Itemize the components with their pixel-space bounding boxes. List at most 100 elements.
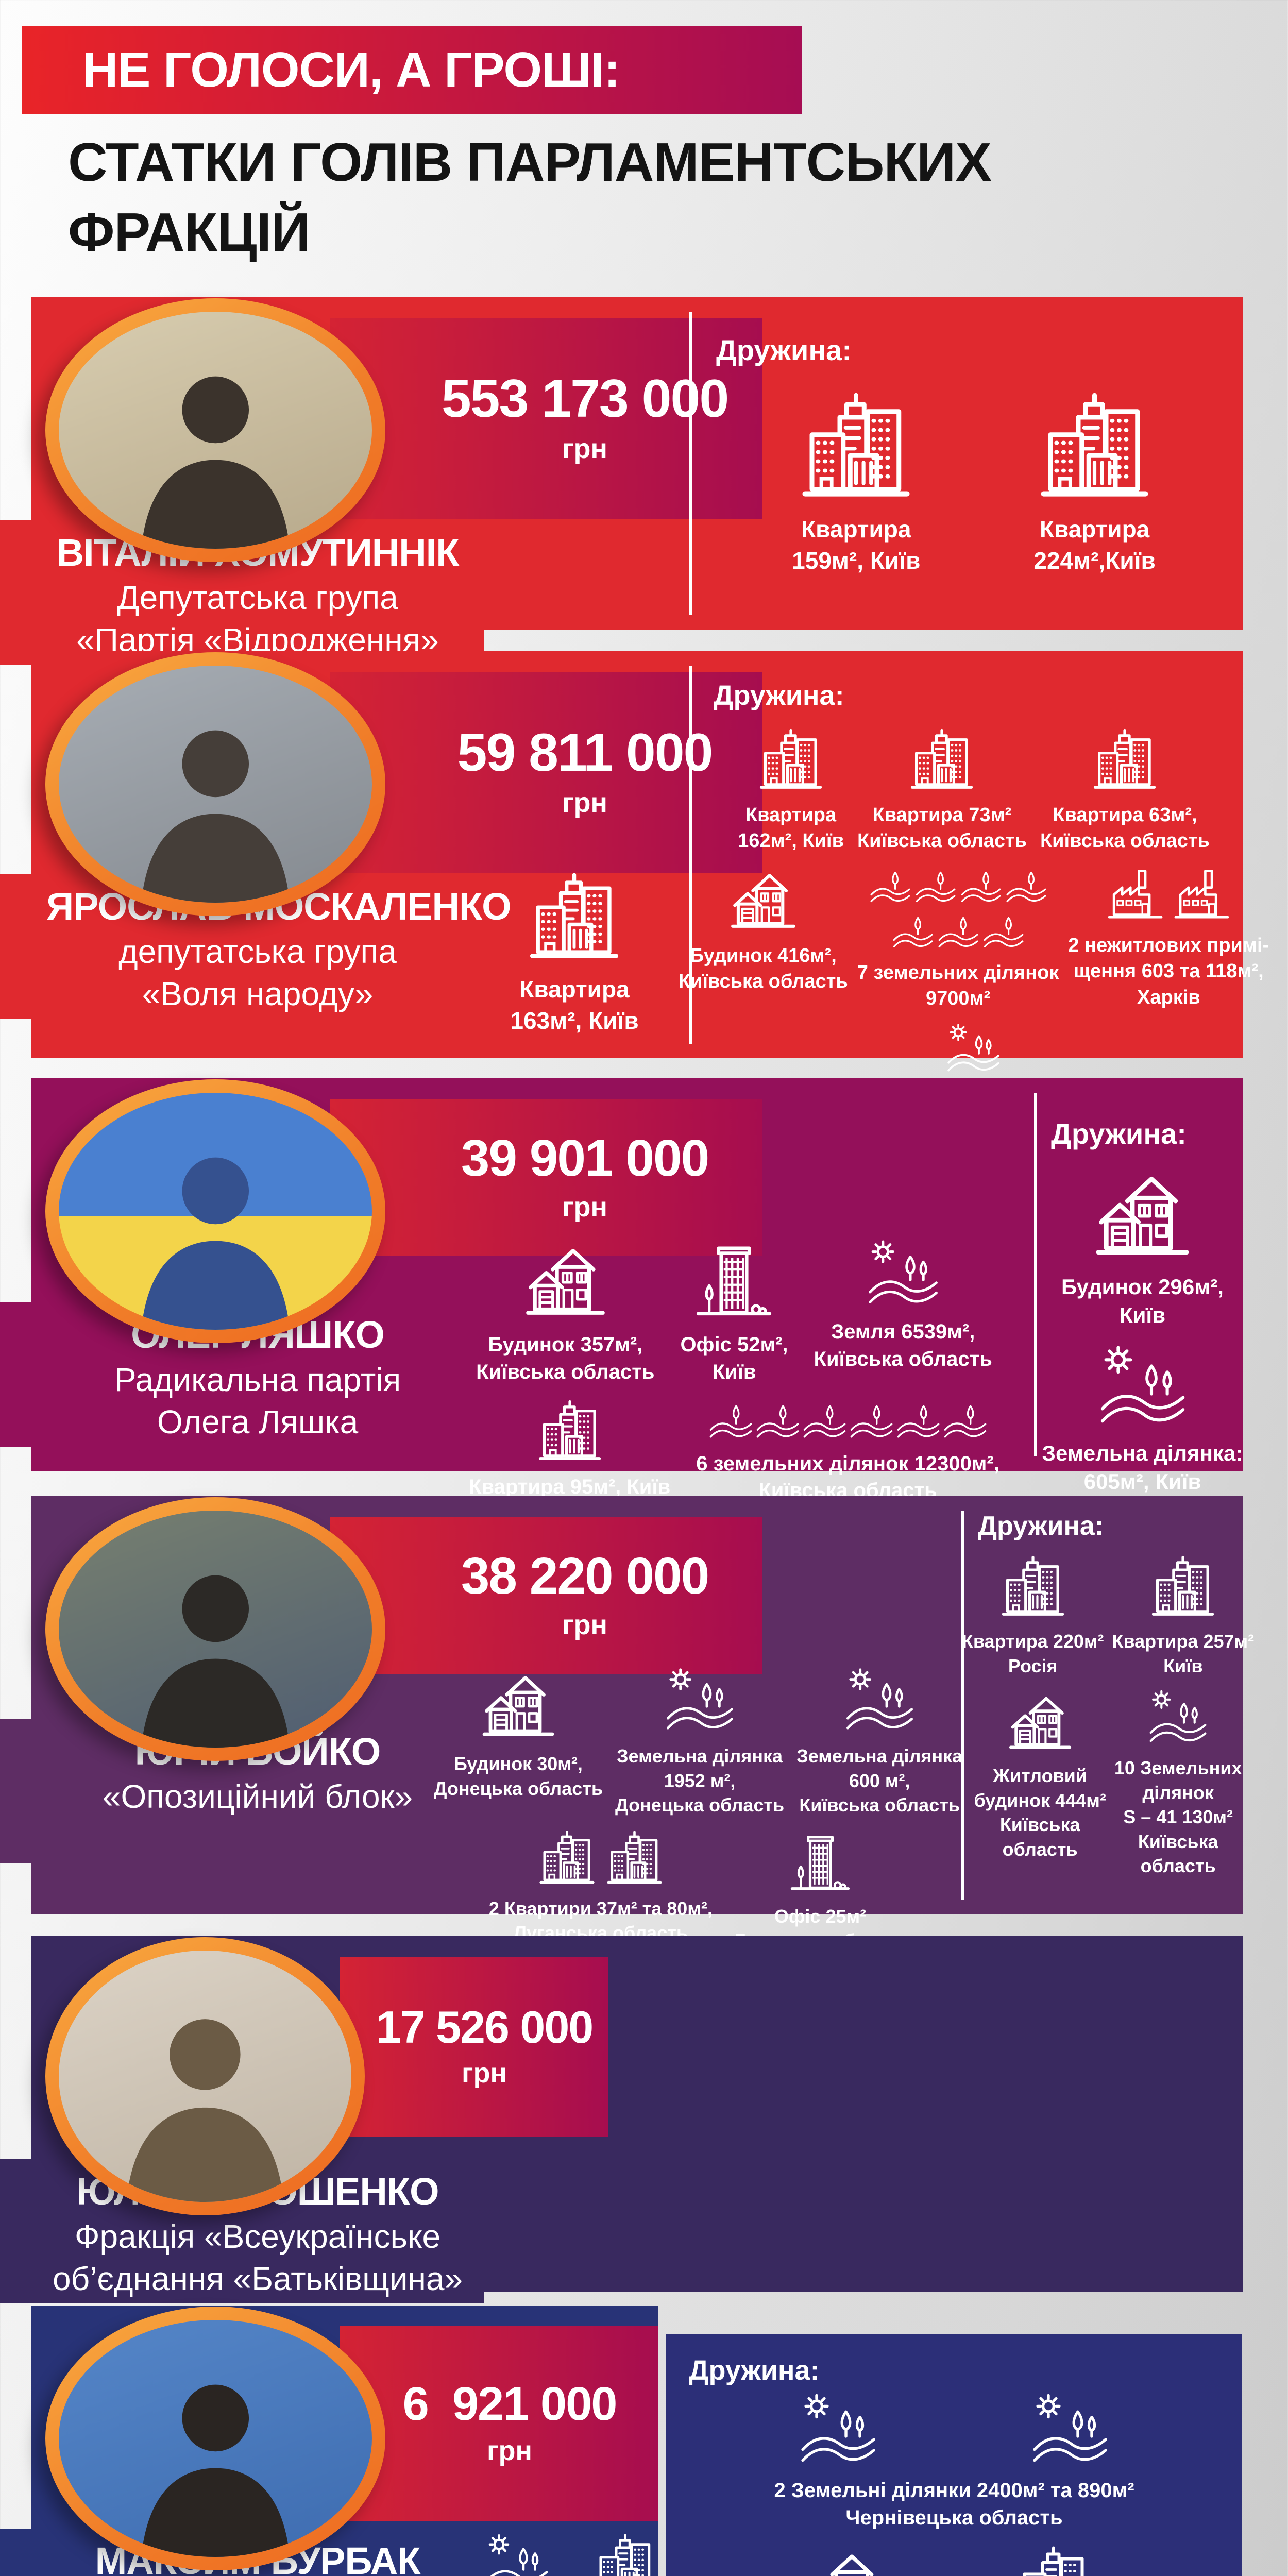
property-label: Земельна ділянка 1952 м², Донецька область (615, 1744, 784, 1818)
wife-panel: Дружина: 2 Земельні ділянки 2400м² та 890… (666, 2334, 1242, 2576)
property-item: 2 нежитлових примі-щення 603 та 118м², Ха… (1068, 865, 1269, 1010)
property-icons (536, 1398, 603, 1465)
wife-label: Дружина: (1051, 1117, 1187, 1150)
property-icons (1015, 2544, 1092, 2576)
amount-value: 6 921 000 (402, 2378, 618, 2430)
house-icon (1092, 1164, 1193, 1264)
property-icons (1037, 389, 1153, 505)
property-icons (1106, 865, 1231, 924)
property-row: Квартира 162м², Київ Квартира 73м² Київська… (714, 727, 1234, 854)
property-icons (1091, 727, 1158, 794)
property-row: 2 Квартири 37м² та 80м², Луганська област… (451, 1829, 945, 1953)
property-area: Дружина: Будинок 296м², Київ Земельна ділян… (1042, 1117, 1243, 1496)
land-icon (845, 1666, 914, 1736)
faction-name: Фракція «Всеукраїнське (74, 2218, 441, 2255)
page-title-line1: СТАТКИ ГОЛІВ ПАРЛАМЕНТСЬКИХ (68, 132, 992, 193)
property-label: 2 Земельні ділянки 2400м² та 890м² Чернів… (774, 2477, 1134, 2532)
faction-name: депутатська група (118, 933, 397, 970)
amount-band: 17 526 000 грн (340, 1957, 608, 2137)
property-label-line: 159м², Київ (792, 547, 921, 574)
divider-line (689, 666, 692, 1044)
land-sm-icon (892, 910, 934, 952)
property-label-line: 7 земельних ділянок (857, 962, 1059, 984)
property-label: 10 Земельних ділянок S – 41 130м² Київська о… (1114, 1756, 1242, 1878)
wife-label: Дружина: (689, 2355, 820, 2386)
property-label-line: Земля 6539м², (831, 1320, 975, 1343)
currency-label: грн (486, 2435, 533, 2466)
property-label-line: 162м², Київ (738, 830, 844, 852)
land-icon (867, 1238, 939, 1310)
property-area: Дружина: Квартира 162м², Київ Квартира 73м²… (679, 680, 1269, 1110)
property-label: Будинок 30м², Донецька область (434, 1752, 603, 1801)
currency-label: грн (562, 1191, 608, 1223)
property-row: 2 Земельні ділянки 2400м² та 890м² Чернів… (689, 2392, 1219, 2532)
property-label-line: Квартира 63м², (1053, 804, 1197, 826)
property-label-line: Київ (1163, 1655, 1203, 1676)
property-icons (757, 727, 824, 794)
property-item: Квартира 106м²Чернівці (975, 2544, 1132, 2576)
amount-band-inner: 17 526 000 грн (361, 1957, 608, 2137)
property-item: Офіс 25м²Луганська область (733, 1829, 907, 1953)
person-silhouette-icon (85, 1988, 325, 2202)
property-item: Квартира 224м²,Київ (1033, 389, 1156, 576)
property-label-line: Харків (1137, 986, 1200, 1008)
property-label-line: Офіс 52м², (680, 1333, 788, 1356)
property-icons (1007, 1688, 1074, 1755)
divider-line (961, 1511, 964, 1900)
property-label-line: область (1140, 1855, 1216, 1877)
land-sm-icon (960, 865, 1002, 906)
currency-label: грн (461, 2058, 507, 2089)
property-item: Квартира 73м² Київська область (857, 727, 1027, 854)
land-sm-icon (803, 1398, 846, 1442)
amount-value: 17 526 000 (376, 2002, 594, 2053)
property-item: 10 Земельних ділянок S – 41 130м² Київська о… (1114, 1688, 1242, 1878)
page-title-line2: ФРАКЦІЙ (68, 201, 310, 263)
office-icon (787, 1829, 854, 1896)
property-row: Будинок 30м², Донецька область Земельна ді… (434, 1666, 962, 1818)
apartment-icon (908, 727, 975, 794)
property-label-line: Київська (999, 1814, 1080, 1836)
apartment-icon (1015, 2544, 1092, 2576)
person-silhouette-icon (87, 1128, 344, 1330)
property-item: Квартира 257м² Київ (1112, 1554, 1254, 1678)
amount-band-inner: 553 173 000 грн (407, 318, 762, 519)
property-item: Будинок 296м², Київ (1061, 1164, 1224, 1330)
property-label: Квартира 162м², Київ (738, 802, 844, 854)
land-icon (946, 1022, 1001, 1076)
politician-photo (59, 2320, 372, 2557)
person-silhouette-icon (87, 347, 344, 549)
divider-line (689, 312, 692, 615)
property-item: Квартира 63м², Київська область (1040, 727, 1210, 854)
land-sm-icon (756, 1398, 800, 1442)
property-row: Земельнаділянка1000м²Чернівецькаобласть К… (453, 2532, 675, 2576)
property-label-line: 2 Земельні ділянки 2400м² та 890м² (774, 2479, 1134, 2502)
property-item: Квартира 162м², Київ (738, 727, 844, 854)
property-icons (691, 1238, 776, 1323)
land-sm-icon (709, 1398, 753, 1442)
property-label-line: Будинок 357м², (488, 1333, 643, 1356)
property-label-line: Чернівецька область (845, 2506, 1063, 2529)
factory-icon (1172, 865, 1231, 924)
property-label: 7 земельних ділянок 9700м² (857, 960, 1059, 1011)
person-silhouette-icon (87, 701, 344, 903)
property-icons (480, 1666, 557, 1743)
property-item: 6 земельних ділянок 12300м², Київська обл… (696, 1398, 999, 1505)
property-label-line: щення 603 та 118м², (1073, 960, 1264, 982)
property-item: Будинок 416м², Київська область (679, 865, 848, 994)
faction-name: «Воля народу» (142, 975, 374, 1012)
property-label: Земля 6539м², Київська область (814, 1318, 992, 1373)
property-label: Земельна ділянка: 605м², Київ (1042, 1439, 1243, 1496)
property-icons (908, 727, 975, 794)
property-item: Квартира113м²Чернівці (584, 2532, 666, 2576)
politician-card-moskalenko: 59 811 000 грн ЯРОСЛАВ МОСКАЛЕНКО депутатсь… (0, 651, 1269, 1108)
amount-band: 553 173 000 грн (330, 318, 762, 519)
property-item: Квартира 163м², Київ (510, 870, 639, 1036)
property-label-line: Київська область (857, 830, 1027, 852)
apartment-icon (1149, 1554, 1216, 1621)
apartment-icon (757, 727, 824, 794)
amount-band-inner: 39 901 000 грн (407, 1099, 762, 1256)
property-item: 7 земельних ділянок 9700м² (857, 865, 1059, 1011)
property-label-line: ділянок (1142, 1782, 1214, 1803)
title-badge-text: НЕ ГОЛОСИ, А ГРОШІ: (82, 42, 620, 97)
